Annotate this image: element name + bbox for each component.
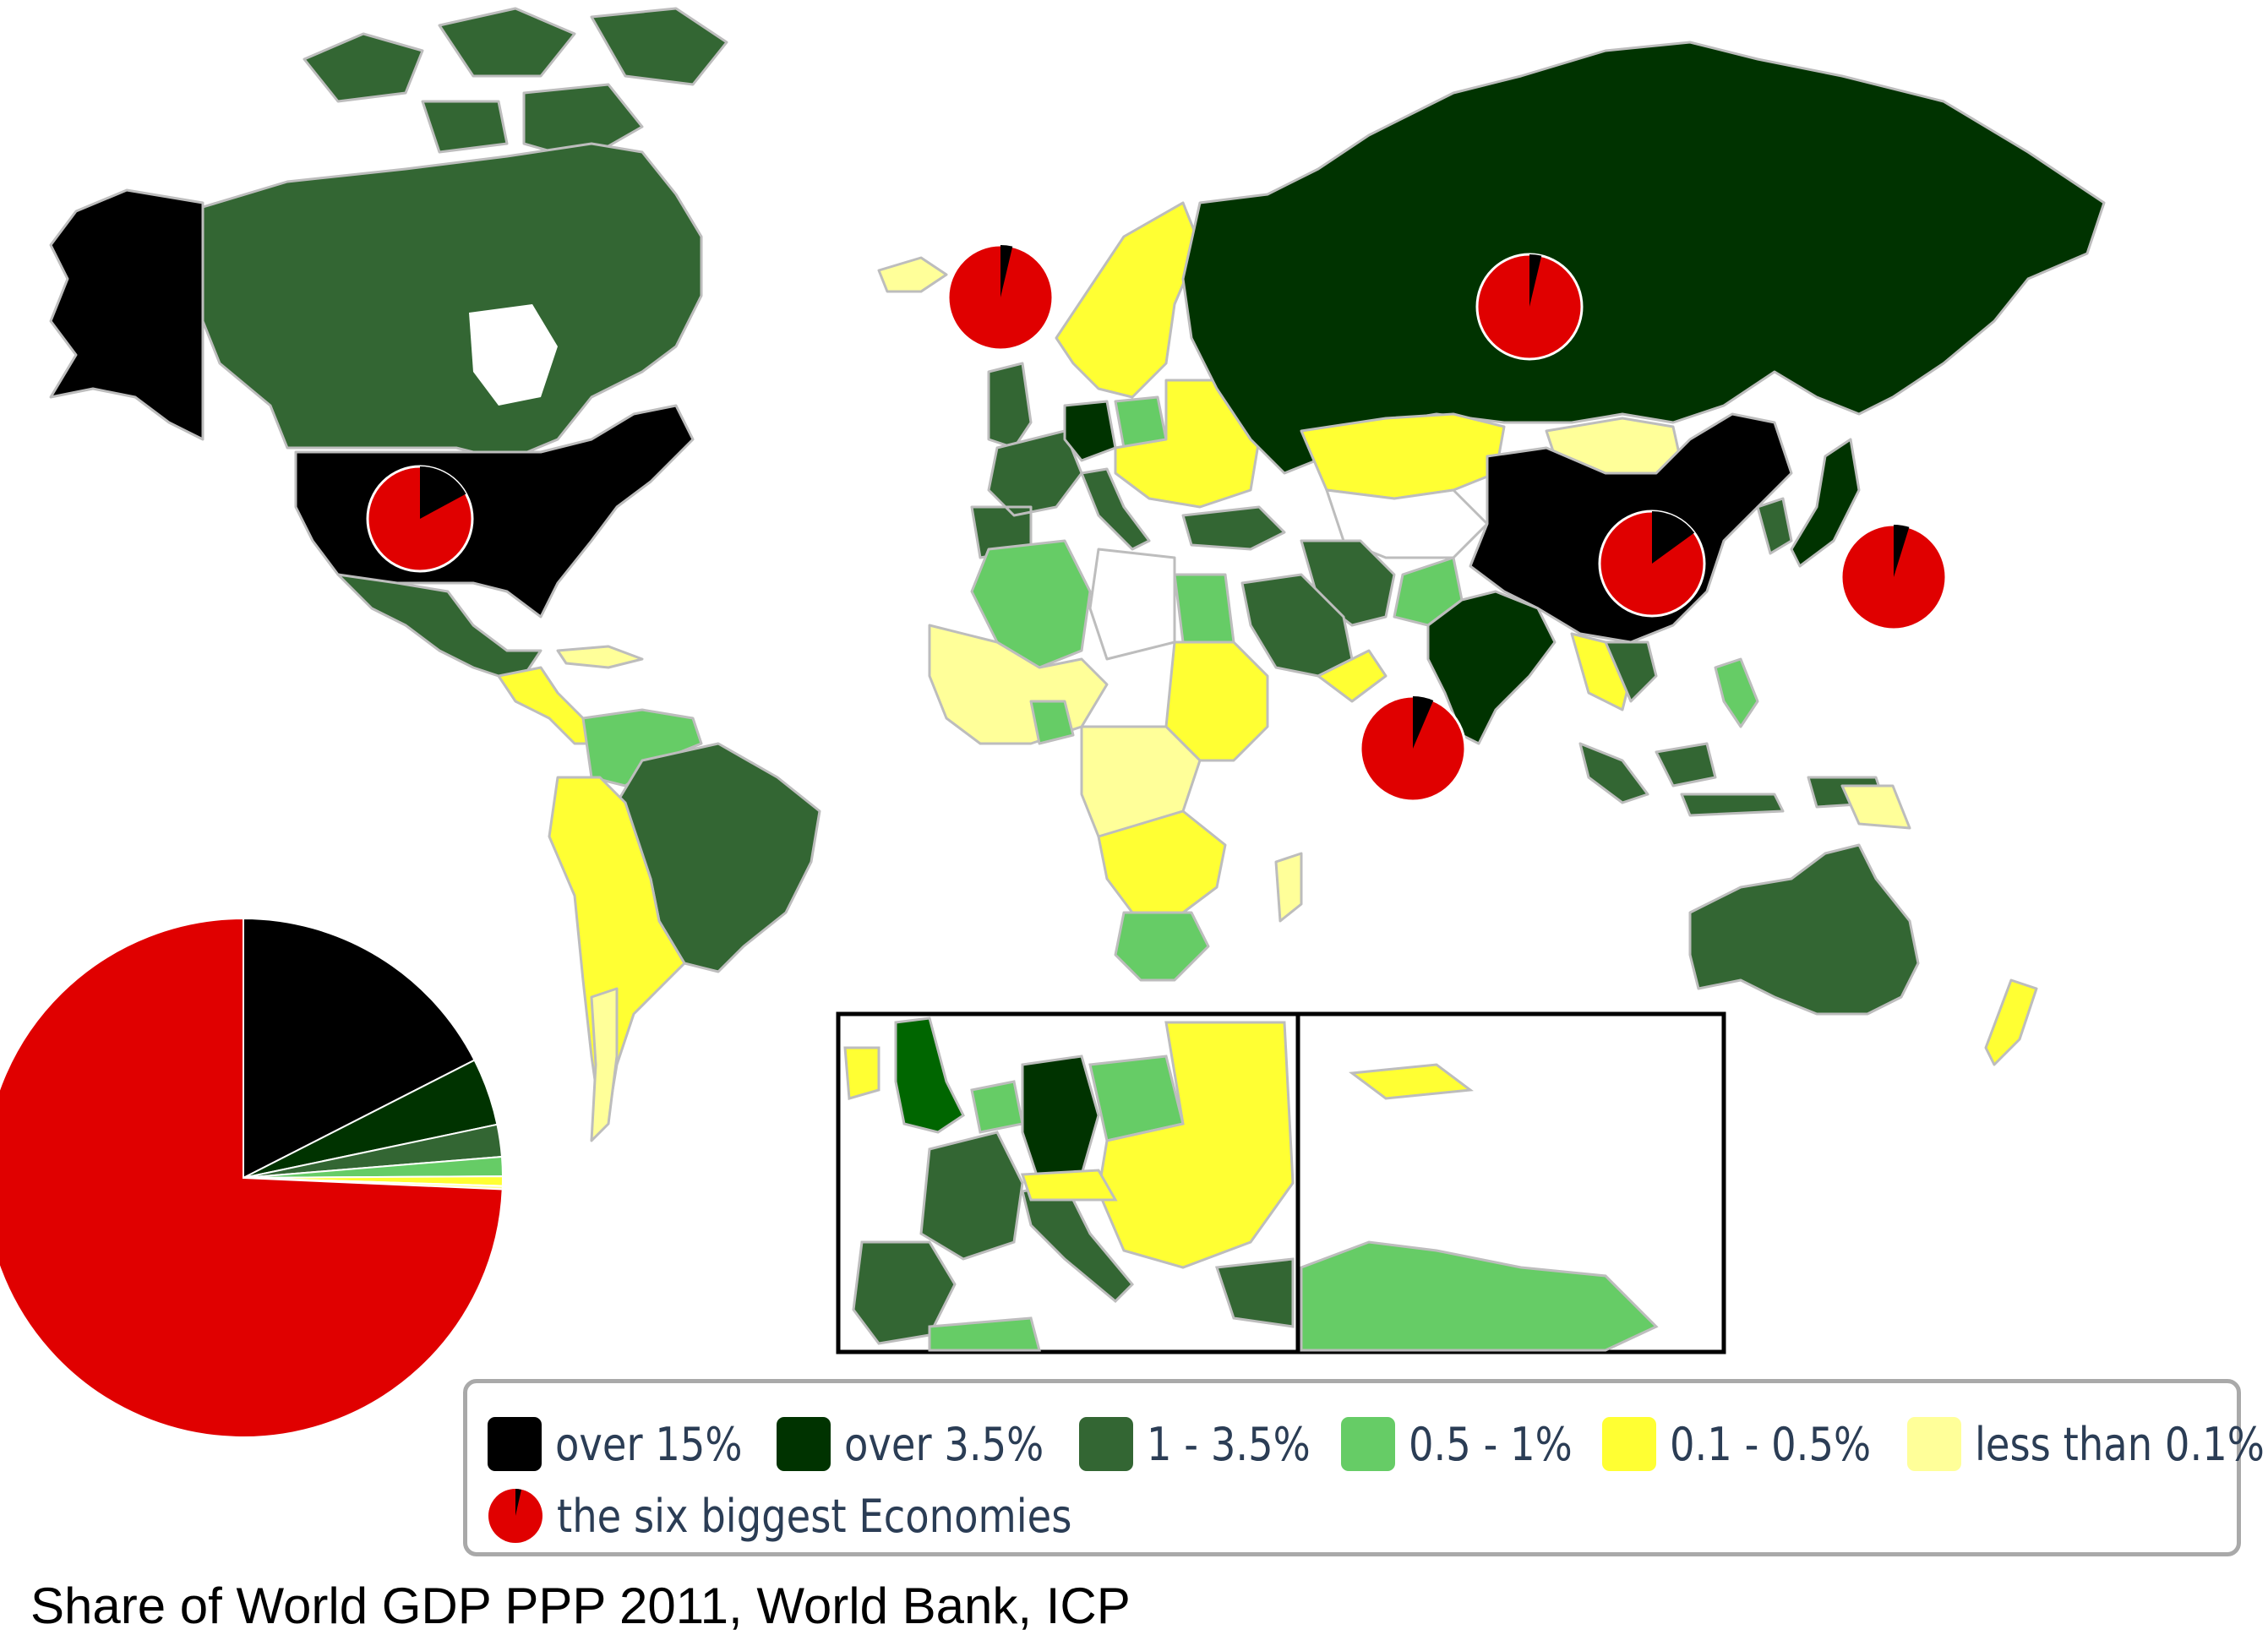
- region-kazakhstan: [1300, 412, 1506, 500]
- region-caribbean: [556, 645, 644, 669]
- legend-swatch: [776, 1417, 831, 1471]
- region-new-zealand: [1984, 978, 2038, 1066]
- legend-label: less than 0.1%: [1975, 1417, 2265, 1471]
- region-nigeria: [1029, 700, 1075, 745]
- region-iceland: [877, 256, 948, 293]
- inset-eastern-europe: [1097, 1021, 1295, 1269]
- legend-label: 1 - 3.5%: [1147, 1417, 1311, 1471]
- region-western-europe: [970, 429, 1083, 559]
- economy-pie-germany: [946, 243, 1055, 352]
- region-canada-arctic-islands: [303, 7, 728, 162]
- legend-item-over-15: over 15%: [488, 1417, 751, 1471]
- economy-pie-share: [1413, 696, 1434, 749]
- legend-item-less-0-1: less than 0.1%: [1907, 1417, 2268, 1471]
- inset-benelux: [970, 1080, 1024, 1134]
- region-scandinavia: [1055, 201, 1202, 399]
- economy-pie-share: [1652, 511, 1695, 564]
- inset-uk: [894, 1016, 965, 1134]
- legend-swatch: [1340, 1417, 1395, 1471]
- region-indonesia: [1578, 742, 1886, 817]
- map-legend: over 15% over 3.5% 1 - 3.5% 0.5 - 1% 0.1…: [463, 1379, 2265, 1556]
- legend-row-economies: the six biggest Economies: [488, 1488, 1156, 1544]
- economy-pies: [366, 243, 1948, 803]
- region-papua-new-guinea: [1840, 784, 1911, 830]
- region-japan: [1790, 438, 1861, 568]
- economy-pie-china: [1598, 510, 1706, 618]
- economy-pie-united-states: [366, 465, 474, 573]
- world-share-pie: [0, 917, 504, 1438]
- legend-item-0-1-0-5: 0.1 - 0.5%: [1602, 1417, 1882, 1471]
- region-alaska: [49, 188, 204, 441]
- region-madagascar: [1274, 852, 1303, 923]
- region-russia: [1181, 41, 2106, 475]
- region-philippines: [1714, 657, 1759, 728]
- legend-swatch: [1907, 1417, 1962, 1471]
- region-arabia-south: [1317, 649, 1388, 703]
- economy-pie-share: [1894, 525, 1910, 577]
- legend-swatch: [488, 1417, 542, 1471]
- economy-pie-india: [1359, 695, 1467, 803]
- legend-economies-label: the six biggest Economies: [557, 1489, 1072, 1543]
- map-caption: Share of World GDP PPP 2011, World Bank,…: [30, 1578, 1131, 1634]
- region-greenland: [1014, 0, 1200, 118]
- legend-item-1-3-5: 1 - 3.5%: [1079, 1417, 1315, 1471]
- world-pie-slice: [243, 917, 476, 1180]
- region-korea: [1756, 497, 1793, 555]
- economy-pie-share: [420, 466, 466, 519]
- region-hudson-bay: [469, 304, 558, 406]
- world-pie-slice: [0, 917, 504, 1438]
- region-vietnam-thailand: [1604, 640, 1658, 703]
- region-north-africa: [970, 539, 1092, 669]
- legend-label: 0.5 - 1%: [1408, 1417, 1573, 1471]
- legend-item-over-3-5: over 3.5%: [776, 1417, 1055, 1471]
- region-uk: [987, 362, 1033, 450]
- red-pie-icon: [488, 1489, 542, 1543]
- region-germany: [1063, 400, 1117, 462]
- inset-switzerland-austria: [1020, 1169, 1118, 1202]
- region-egypt: [1173, 573, 1235, 644]
- inset-north-africa: [928, 1316, 1041, 1352]
- inset-turkey: [1214, 1257, 1295, 1328]
- legend-label: over 15%: [555, 1417, 743, 1471]
- economy-pie-share: [1000, 245, 1013, 297]
- region-south-africa: [1114, 911, 1210, 982]
- economy-pie-share: [1529, 254, 1542, 307]
- region-libya: [1088, 548, 1176, 661]
- inset-ireland: [843, 1046, 880, 1100]
- economy-pie-russia: [1475, 253, 1584, 361]
- region-india: [1426, 590, 1557, 745]
- inset-near-east: [1349, 1063, 1474, 1100]
- legend-swatch: [1079, 1417, 1134, 1471]
- region-andes: [548, 776, 686, 1117]
- inset-north-africa-east: [1300, 1240, 1659, 1352]
- region-turkey: [1181, 505, 1286, 551]
- region-central-america: [497, 666, 593, 745]
- legend-row-ranges: over 15% over 3.5% 1 - 3.5% 0.5 - 1% 0.1…: [488, 1417, 2268, 1471]
- inset-france: [919, 1131, 1024, 1261]
- economy-pie-japan: [1840, 523, 1948, 631]
- legend-label: over 3.5%: [843, 1417, 1044, 1471]
- region-italy: [1080, 467, 1151, 551]
- region-australia: [1688, 843, 1920, 1016]
- legend-swatch: [1602, 1417, 1657, 1471]
- europe-inset: [836, 1011, 1726, 1354]
- region-south-america-south: [590, 987, 619, 1142]
- region-canada: [201, 142, 703, 462]
- legend-label: 0.1 - 0.5%: [1670, 1417, 1872, 1471]
- region-southern-africa: [1097, 809, 1227, 914]
- legend-item-0-5-1: 0.5 - 1%: [1340, 1417, 1577, 1471]
